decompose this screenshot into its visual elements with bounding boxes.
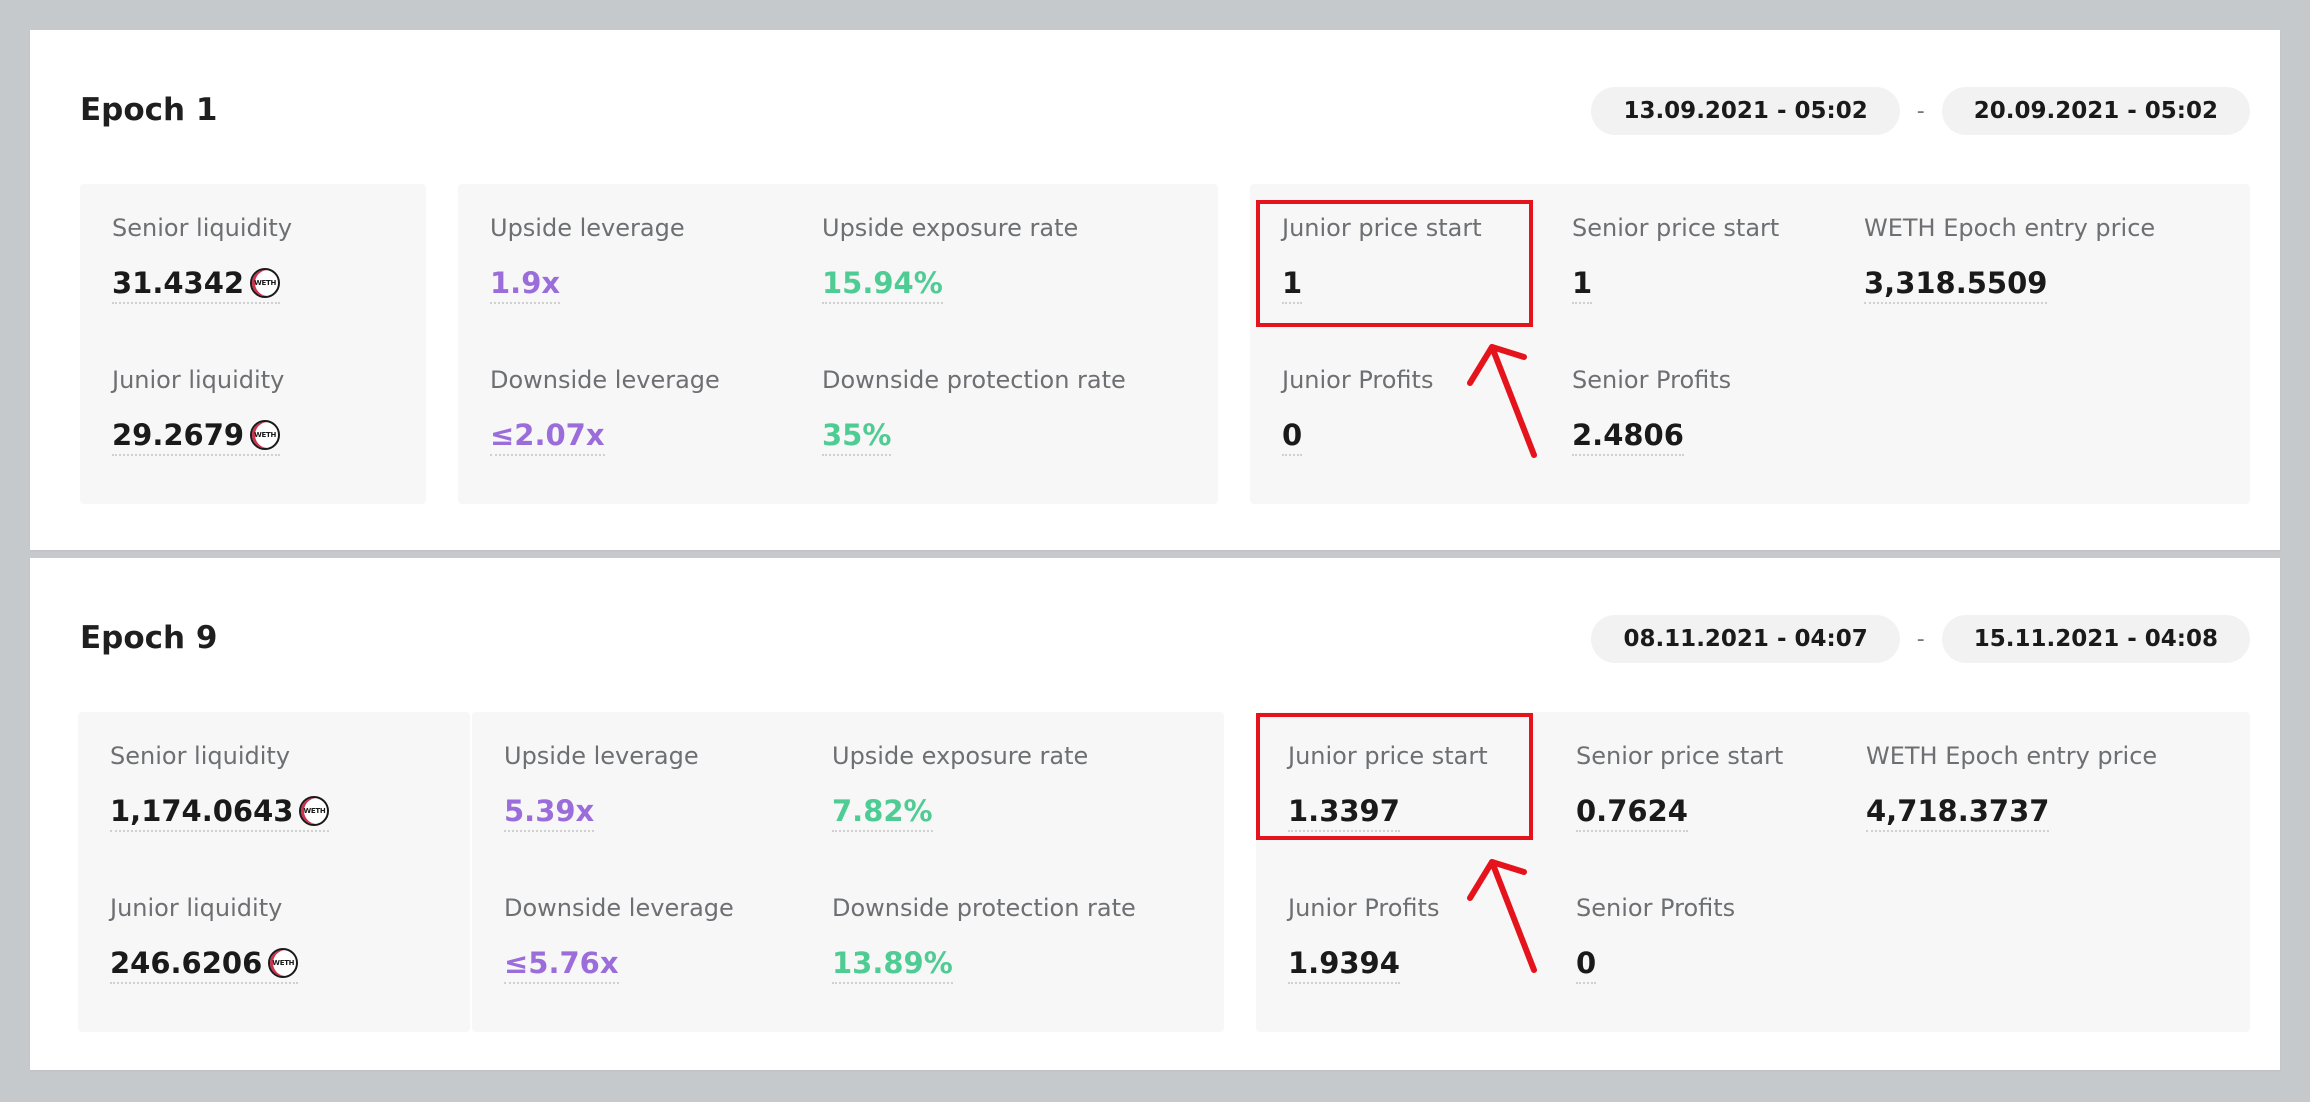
junior-profits-value[interactable]: 1.9394 xyxy=(1288,946,1400,984)
junior-liquidity-stat: Junior liquidity 246.6206 WETH xyxy=(110,894,299,984)
upside-leverage-label: Upside leverage xyxy=(490,214,685,242)
junior-price-start-label: Junior price start xyxy=(1282,214,1482,242)
weth-token-icon: WETH xyxy=(250,268,281,298)
upside-exposure-stat: Upside exposure rate 7.82% xyxy=(832,742,1088,832)
senior-profits-stat: Senior Profits 2.4806 xyxy=(1572,366,1731,456)
price-panel: Junior price start 1.3397 Senior price s… xyxy=(1256,712,2250,1032)
upside-exposure-label: Upside exposure rate xyxy=(822,214,1079,242)
price-panel: Junior price start 1 Senior price start … xyxy=(1250,184,2250,504)
senior-profits-value[interactable]: 2.4806 xyxy=(1572,418,1684,456)
upside-exposure-value[interactable]: 7.82% xyxy=(832,794,933,832)
upside-exposure-value[interactable]: 15.94% xyxy=(822,266,943,304)
senior-liquidity-stat: Senior liquidity 1,174.0643 WETH xyxy=(110,742,330,832)
junior-profits-value[interactable]: 0 xyxy=(1282,418,1303,456)
entry-price-stat: WETH Epoch entry price 3,318.5509 xyxy=(1864,214,2155,304)
upside-leverage-value[interactable]: 5.39x xyxy=(504,794,595,832)
entry-price-value[interactable]: 3,318.5509 xyxy=(1864,266,2048,304)
downside-protection-value[interactable]: 13.89% xyxy=(832,946,953,984)
senior-liquidity-amount: 1,174.0643 xyxy=(110,794,294,828)
junior-price-start-stat: Junior price start 1 xyxy=(1282,214,1482,304)
senior-price-start-label: Senior price start xyxy=(1572,214,1780,242)
entry-price-label: WETH Epoch entry price xyxy=(1866,742,2158,770)
leverage-panel: Upside leverage 5.39x Upside exposure ra… xyxy=(472,712,1224,1032)
junior-profits-label: Junior Profits xyxy=(1288,894,1440,922)
senior-profits-stat: Senior Profits 0 xyxy=(1576,894,1735,984)
epoch-start-date: 08.11.2021 - 04:07 xyxy=(1591,615,1900,663)
downside-protection-label: Downside protection rate xyxy=(822,366,1126,394)
senior-profits-label: Senior Profits xyxy=(1576,894,1736,922)
entry-price-label: WETH Epoch entry price xyxy=(1864,214,2156,242)
junior-liquidity-stat: Junior liquidity 29.2679 WETH xyxy=(112,366,284,456)
weth-token-icon: WETH xyxy=(250,420,281,450)
junior-liquidity-label: Junior liquidity xyxy=(110,894,283,922)
senior-price-start-value[interactable]: 0.7624 xyxy=(1576,794,1688,832)
senior-liquidity-label: Senior liquidity xyxy=(112,214,293,242)
epoch-card-1: Epoch 1 13.09.2021 - 05:02 - 20.09.2021 … xyxy=(30,30,2280,550)
upside-leverage-value[interactable]: 1.9x xyxy=(490,266,561,304)
weth-token-icon: WETH xyxy=(268,948,299,978)
leverage-panel: Upside leverage 1.9x Upside exposure rat… xyxy=(458,184,1218,504)
senior-price-start-stat: Senior price start 1 xyxy=(1572,214,1779,304)
senior-price-start-stat: Senior price start 0.7624 xyxy=(1576,742,1783,832)
downside-leverage-label: Downside leverage xyxy=(504,894,734,922)
junior-price-start-stat: Junior price start 1.3397 xyxy=(1288,742,1488,832)
downside-leverage-label: Downside leverage xyxy=(490,366,720,394)
epoch-start-date: 13.09.2021 - 05:02 xyxy=(1591,87,1900,135)
liquidity-panel: Senior liquidity 31.4342 WETH Junior liq… xyxy=(80,184,426,504)
epoch-date-range: 13.09.2021 - 05:02 - 20.09.2021 - 05:02 xyxy=(1591,87,2250,135)
highlight-box-epoch-1-junior-price xyxy=(1256,200,1533,327)
junior-liquidity-label: Junior liquidity xyxy=(112,366,285,394)
weth-token-icon: WETH xyxy=(299,796,330,826)
downside-protection-stat: Downside protection rate 35% xyxy=(822,366,1126,456)
entry-price-value[interactable]: 4,718.3737 xyxy=(1866,794,2050,832)
date-separator: - xyxy=(1916,626,1925,652)
upside-leverage-stat: Upside leverage 5.39x xyxy=(504,742,699,832)
upside-leverage-label: Upside leverage xyxy=(504,742,699,770)
upside-leverage-stat: Upside leverage 1.9x xyxy=(490,214,685,304)
arrow-icon xyxy=(1467,344,1537,458)
junior-liquidity-value[interactable]: 246.6206 WETH xyxy=(110,946,299,984)
downside-protection-stat: Downside protection rate 13.89% xyxy=(832,894,1136,984)
junior-liquidity-amount: 29.2679 xyxy=(112,418,245,452)
epoch-end-date: 15.11.2021 - 04:08 xyxy=(1941,615,2250,663)
downside-leverage-value[interactable]: ≤2.07x xyxy=(490,418,605,456)
upside-exposure-label: Upside exposure rate xyxy=(832,742,1089,770)
junior-profits-stat: Junior Profits 1.9394 xyxy=(1288,894,1439,984)
junior-liquidity-amount: 246.6206 xyxy=(110,946,263,980)
highlight-box-epoch-9-junior-price xyxy=(1256,713,1533,840)
arrow-icon xyxy=(1467,859,1537,973)
senior-liquidity-stat: Senior liquidity 31.4342 WETH xyxy=(112,214,292,304)
senior-liquidity-label: Senior liquidity xyxy=(110,742,291,770)
epoch-title: Epoch 1 xyxy=(80,92,218,128)
entry-price-stat: WETH Epoch entry price 4,718.3737 xyxy=(1866,742,2157,832)
epoch-title: Epoch 9 xyxy=(80,620,218,656)
senior-profits-value[interactable]: 0 xyxy=(1576,946,1597,984)
downside-protection-value[interactable]: 35% xyxy=(822,418,892,456)
downside-protection-label: Downside protection rate xyxy=(832,894,1136,922)
senior-profits-label: Senior Profits xyxy=(1572,366,1732,394)
junior-liquidity-value[interactable]: 29.2679 WETH xyxy=(112,418,281,456)
senior-liquidity-value[interactable]: 31.4342 WETH xyxy=(112,266,281,304)
junior-price-start-value[interactable]: 1.3397 xyxy=(1288,794,1400,832)
epoch-end-date: 20.09.2021 - 05:02 xyxy=(1941,87,2250,135)
upside-exposure-stat: Upside exposure rate 15.94% xyxy=(822,214,1078,304)
downside-leverage-stat: Downside leverage ≤2.07x xyxy=(490,366,720,456)
epoch-card-9: Epoch 9 08.11.2021 - 04:07 - 15.11.2021 … xyxy=(30,558,2280,1070)
senior-liquidity-value[interactable]: 1,174.0643 WETH xyxy=(110,794,330,832)
date-separator: - xyxy=(1916,98,1925,124)
senior-price-start-label: Senior price start xyxy=(1576,742,1784,770)
junior-price-start-label: Junior price start xyxy=(1288,742,1488,770)
junior-price-start-value[interactable]: 1 xyxy=(1282,266,1303,304)
senior-price-start-value[interactable]: 1 xyxy=(1572,266,1593,304)
downside-leverage-value[interactable]: ≤5.76x xyxy=(504,946,619,984)
junior-profits-label: Junior Profits xyxy=(1282,366,1434,394)
epoch-date-range: 08.11.2021 - 04:07 - 15.11.2021 - 04:08 xyxy=(1591,615,2250,663)
senior-liquidity-amount: 31.4342 xyxy=(112,266,245,300)
liquidity-panel: Senior liquidity 1,174.0643 WETH Junior … xyxy=(78,712,470,1032)
downside-leverage-stat: Downside leverage ≤5.76x xyxy=(504,894,734,984)
junior-profits-stat: Junior Profits 0 xyxy=(1282,366,1433,456)
